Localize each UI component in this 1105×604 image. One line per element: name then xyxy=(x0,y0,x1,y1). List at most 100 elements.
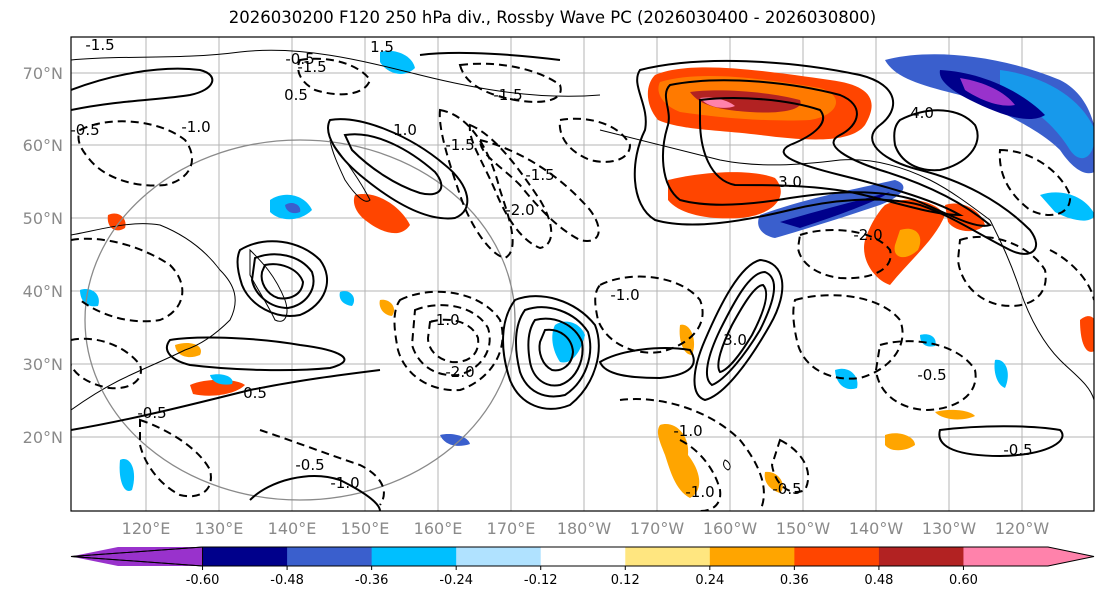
map-title: 2026030200 F120 250 hPa div., Rossby Wav… xyxy=(228,8,877,27)
longitude-labels: 120°E 130°E 140°E 150°E 160°E 170°E 180°W 170°W… xyxy=(122,519,1050,538)
contour-line xyxy=(770,438,810,493)
contour-label: 3.0 xyxy=(778,173,802,191)
contour-line xyxy=(77,120,194,187)
latitude-label: 60°N xyxy=(23,136,63,155)
colorbar-segment xyxy=(202,547,288,566)
contour-line xyxy=(393,290,504,392)
contour-line xyxy=(705,270,776,387)
contour-line xyxy=(71,237,184,323)
contour-label: -1.5 xyxy=(297,58,326,76)
longitude-label: 150°W xyxy=(776,519,831,538)
contour-label: 0.5 xyxy=(243,384,267,402)
contour-line xyxy=(874,340,977,412)
colorbar-label: 0.24 xyxy=(695,573,724,588)
contour-label: -1.0 xyxy=(673,422,702,440)
contour-line xyxy=(893,109,979,172)
negative-anomaly-patch xyxy=(994,359,1008,388)
positive-contours xyxy=(71,51,1064,511)
contour-line xyxy=(998,148,1072,216)
longitude-label: 170°E xyxy=(487,519,536,538)
contour-line xyxy=(717,283,768,374)
contour-line xyxy=(297,57,372,96)
contour-line xyxy=(327,118,469,220)
contour-line xyxy=(468,123,553,250)
colorbar-segment xyxy=(371,547,457,566)
latitude-label: 70°N xyxy=(23,64,63,83)
contour-label: -0.5 xyxy=(1003,441,1032,459)
colorbar-segment xyxy=(456,547,542,566)
longitude-label: 130°E xyxy=(195,519,244,538)
contour-line xyxy=(165,336,346,372)
colorbar-segment xyxy=(71,547,203,566)
map-frame xyxy=(70,36,1095,512)
contour-label: -2.0 xyxy=(445,363,474,381)
contour-label: -2.0 xyxy=(505,201,534,219)
positive-anomaly-patch xyxy=(107,213,126,231)
longitude-label: 130°W xyxy=(922,519,977,538)
divergence-shading xyxy=(80,50,1094,498)
alaska-coastline xyxy=(599,129,991,221)
north-america-coastline xyxy=(989,219,1094,401)
colorbar: -0.60 -0.48 -0.36 -0.24 -0.12 0.12 0.24 0.36 0.4… xyxy=(70,546,1095,588)
longitude-label: 120°W xyxy=(995,519,1050,538)
negative-anomaly-patch xyxy=(80,289,99,307)
contour-line xyxy=(662,79,993,227)
contour-label: -0.5 xyxy=(772,480,801,498)
positive-anomaly-patch xyxy=(353,194,410,234)
kamchatka-coastline xyxy=(329,139,371,202)
colorbar-outline xyxy=(70,546,204,567)
contour-line xyxy=(426,318,480,364)
contour-line xyxy=(438,108,514,260)
positive-anomaly-patch xyxy=(657,424,700,498)
longitude-label: 160°W xyxy=(703,519,758,538)
colorbar-segment xyxy=(709,547,795,566)
contour-label: -1.0 xyxy=(685,483,714,501)
contour-line xyxy=(71,369,381,431)
contour-label: -2.0 xyxy=(853,226,882,244)
contour-line xyxy=(527,317,584,387)
positive-anomaly-patch xyxy=(668,172,781,219)
contour-line xyxy=(956,235,1047,307)
contour-line xyxy=(250,253,315,310)
negative-anomaly-patch xyxy=(210,374,233,385)
contour-line xyxy=(410,304,491,377)
contour-label: 1.5 xyxy=(370,38,394,56)
contour-label: -1.0 xyxy=(330,474,359,492)
contour-line xyxy=(259,429,385,506)
contour-line xyxy=(458,62,562,103)
contour-label: -0.5 xyxy=(137,404,166,422)
longitude-label: 170°W xyxy=(630,519,685,538)
contour-line xyxy=(796,229,892,280)
colorbar-label: -0.12 xyxy=(524,573,558,588)
contour-line xyxy=(343,133,443,196)
map-background xyxy=(71,37,1094,511)
negative-anomaly-patch xyxy=(1040,192,1094,221)
longitude-label: 180°W xyxy=(557,519,612,538)
colorbar-label: -0.48 xyxy=(270,573,304,588)
latitude-label: 50°N xyxy=(23,209,63,228)
contour-line xyxy=(502,295,600,410)
negative-anomaly-patch xyxy=(285,202,301,214)
positive-anomaly-patch xyxy=(764,471,783,493)
longitude-label: 160°E xyxy=(414,519,463,538)
contour-label: 0.5 xyxy=(284,86,308,104)
contour-label: -1.5 xyxy=(493,86,522,104)
negative-contours xyxy=(71,57,1094,511)
negative-anomaly-patch xyxy=(339,291,355,306)
contour-line xyxy=(514,306,592,398)
contour-line xyxy=(139,418,212,498)
colorbar-label: 0.48 xyxy=(864,573,893,588)
contour-line xyxy=(598,347,695,380)
negative-anomaly-peak xyxy=(960,78,1015,106)
contour-label: -0.5 xyxy=(295,456,324,474)
longitude-label: 140°E xyxy=(268,519,317,538)
japan-coastline xyxy=(249,248,288,322)
contour-line xyxy=(260,263,305,300)
map-content: -1.5-0.5-1.51.5-1.50.5-0.5 -1.0 1.0-1.5-1.… xyxy=(71,37,1094,511)
positive-anomaly-patch xyxy=(885,433,915,451)
contour-label: -1.0 xyxy=(181,118,210,136)
contour-line xyxy=(249,475,381,511)
contour-line xyxy=(236,240,329,317)
contour-labels: -1.5-0.5-1.51.5-1.50.5-0.5 -1.0 1.0-1.5-1.… xyxy=(71,37,1033,501)
